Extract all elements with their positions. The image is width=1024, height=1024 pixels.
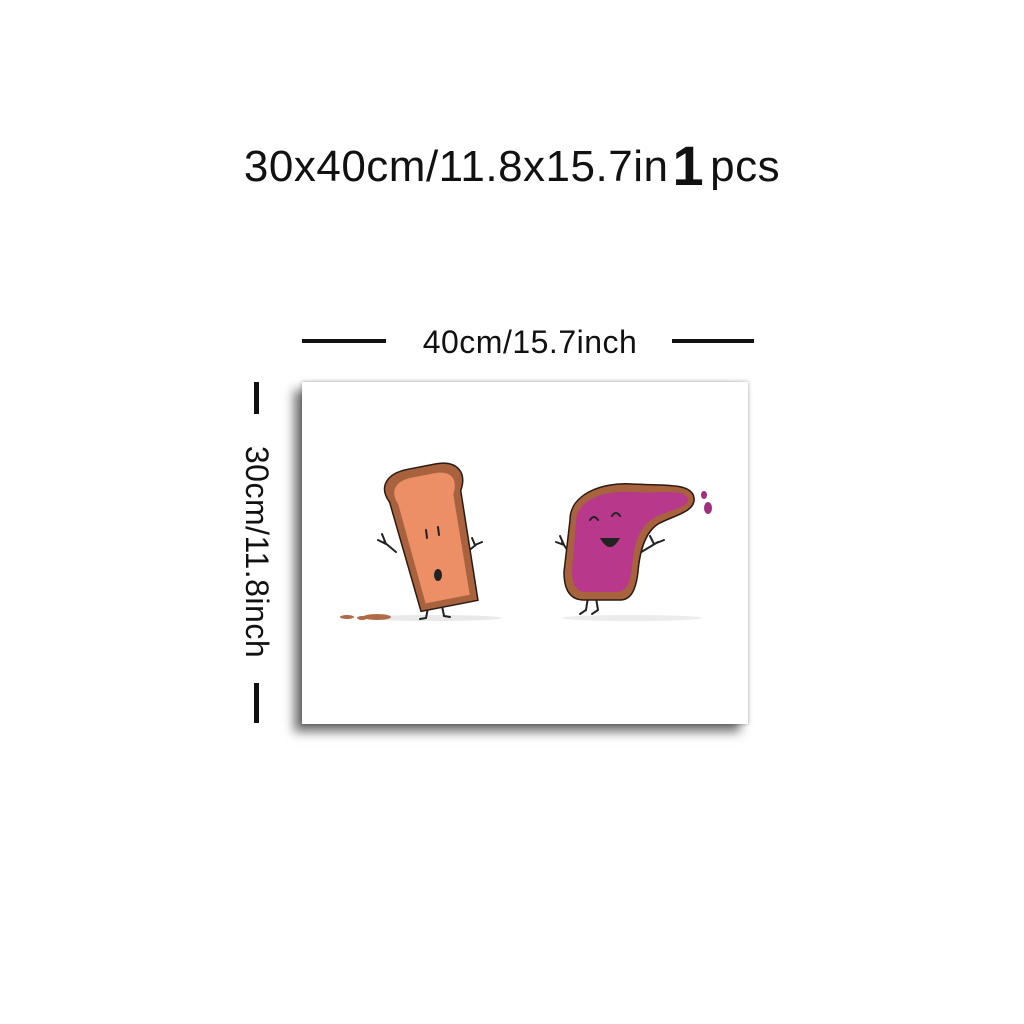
height-dimension-line-top	[254, 382, 259, 414]
crumbs-icon	[340, 614, 391, 620]
width-dimension-line-right	[672, 339, 754, 343]
width-dimension-line-left	[302, 339, 386, 343]
width-dimension-label: 40cm/15.7inch	[422, 324, 638, 360]
canvas-print	[302, 382, 748, 724]
quantity-number: 1	[672, 134, 705, 197]
quantity-unit: pcs	[710, 142, 781, 191]
plain-toast-character-icon	[377, 462, 483, 620]
artwork-illustration	[340, 462, 712, 621]
jam-toast-character-icon	[555, 483, 712, 615]
height-dimension-line-bottom	[254, 683, 259, 723]
size-text: 30x40cm/11.8x15.7in	[243, 142, 669, 191]
product-size-title: 30x40cm/11.8x15.7in1 pcs	[0, 138, 1024, 195]
height-dimension-label: 30cm/11.8inch	[239, 445, 275, 659]
